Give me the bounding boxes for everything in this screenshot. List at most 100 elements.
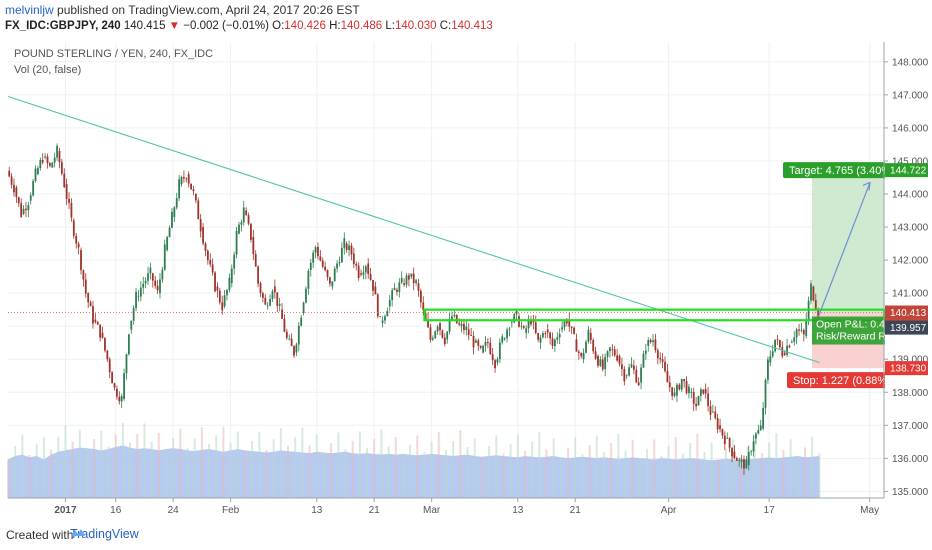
candle-body	[448, 320, 451, 332]
candle-body	[53, 157, 56, 163]
candle-body	[554, 339, 556, 346]
candle-body	[709, 406, 712, 415]
candle-body	[618, 355, 621, 365]
candle-body	[230, 268, 233, 284]
candle-body	[369, 274, 372, 281]
time-tick-label: Feb	[222, 505, 240, 516]
created-with-text: Created with	[6, 528, 74, 542]
volume-bar	[265, 450, 268, 498]
candle-body	[92, 306, 94, 324]
candle-body	[539, 337, 542, 343]
candle-body	[403, 283, 406, 285]
candle-body	[637, 382, 640, 386]
candle-body	[125, 354, 128, 374]
symbol-name[interactable]: FX_IDC:GBPJPY, 240	[5, 20, 121, 32]
candle-body	[44, 156, 46, 158]
volume-bar	[681, 453, 684, 498]
candle-body	[29, 195, 32, 201]
volume-bar	[538, 432, 541, 498]
candle-body	[285, 331, 288, 338]
volume-bar	[179, 429, 182, 498]
candle-body	[778, 339, 781, 348]
candle-body	[317, 246, 319, 257]
author-link[interactable]: melvinljw	[5, 3, 54, 17]
candle-body	[108, 359, 111, 373]
open-value: 140.426	[284, 20, 326, 32]
candle-body	[688, 386, 690, 394]
candle-body	[297, 325, 300, 345]
volume-bar	[308, 445, 311, 498]
candle-body	[10, 176, 13, 185]
volume-bar	[653, 439, 656, 498]
candle-body	[793, 337, 796, 342]
candle-body	[664, 361, 666, 372]
candle-body	[171, 211, 173, 228]
volume-bar	[200, 427, 203, 498]
volume-bar	[272, 439, 275, 498]
candle-body	[48, 163, 51, 166]
price-tick-label: 144.000	[892, 190, 929, 201]
high-label: H:	[329, 20, 341, 32]
volume-bar	[208, 444, 211, 498]
rr-label: Risk/Reward Ratio:	[816, 331, 906, 343]
target-zone[interactable]	[812, 170, 884, 313]
candle-body	[199, 219, 202, 232]
volume-bar	[796, 456, 799, 498]
candle-body	[396, 289, 398, 292]
tradingview-logo[interactable]: TradingView	[70, 527, 139, 541]
volume-bar	[703, 452, 706, 498]
tradingview-brand: TradingView	[70, 527, 139, 541]
volume-bar	[186, 447, 189, 498]
candle-body	[649, 340, 652, 343]
candle-body	[755, 433, 757, 439]
candle-body	[786, 345, 788, 355]
candle-body	[163, 244, 166, 270]
volume-bar	[811, 436, 814, 498]
volume-bar	[617, 433, 620, 498]
candle-body	[752, 441, 755, 452]
time-tick-label: Apr	[661, 505, 677, 516]
candle-body	[453, 314, 456, 317]
price-chart[interactable]: Target: 4.765 (3.40%) Stop: 1.227 (0.88%)…	[4, 40, 930, 518]
candle-body	[774, 339, 776, 352]
candle-body	[520, 326, 523, 328]
candle-body	[204, 243, 207, 251]
volume-bar	[466, 447, 469, 498]
candle-body	[697, 395, 700, 406]
candle-body	[309, 262, 312, 270]
time-tick-label: Mar	[423, 505, 441, 516]
volume-bar	[689, 443, 692, 498]
volume-bar	[258, 431, 261, 498]
candle-body	[494, 360, 496, 369]
volume-legend[interactable]: Vol (20, false)	[14, 64, 82, 76]
candle-body	[479, 345, 482, 348]
candle-body	[728, 438, 731, 448]
volume-bar	[753, 436, 756, 498]
candle-body	[166, 237, 169, 251]
volume-bar	[93, 439, 96, 498]
trendline[interactable]	[7, 95, 820, 364]
candle-body	[379, 316, 382, 318]
candle-body	[769, 356, 772, 363]
candle-body	[568, 319, 571, 327]
volume-bar	[35, 443, 38, 498]
candle-body	[455, 314, 458, 324]
candle-body	[151, 273, 154, 281]
candle-body	[465, 326, 468, 331]
current-price-tag-bg	[885, 305, 928, 320]
close-value: 140.413	[451, 20, 493, 32]
candle-body	[795, 329, 798, 338]
candle-body	[254, 254, 257, 267]
candle-body	[609, 347, 611, 352]
time-tick-label: 13	[512, 505, 524, 516]
chart-area[interactable]: Target: 4.765 (3.40%) Stop: 1.227 (0.88%)…	[4, 40, 930, 518]
price-tick-label: 147.000	[892, 90, 929, 101]
symbol-line: FX_IDC:GBPJPY, 240 140.415 ▼ −0.002 (−0.…	[5, 20, 493, 32]
candle-body	[599, 359, 602, 366]
candle-body	[77, 243, 80, 248]
candle-body	[388, 300, 391, 307]
candle-body	[604, 356, 607, 370]
projection-arrow[interactable]	[815, 182, 871, 324]
volume-bar	[739, 457, 742, 498]
candle-body	[565, 321, 568, 324]
